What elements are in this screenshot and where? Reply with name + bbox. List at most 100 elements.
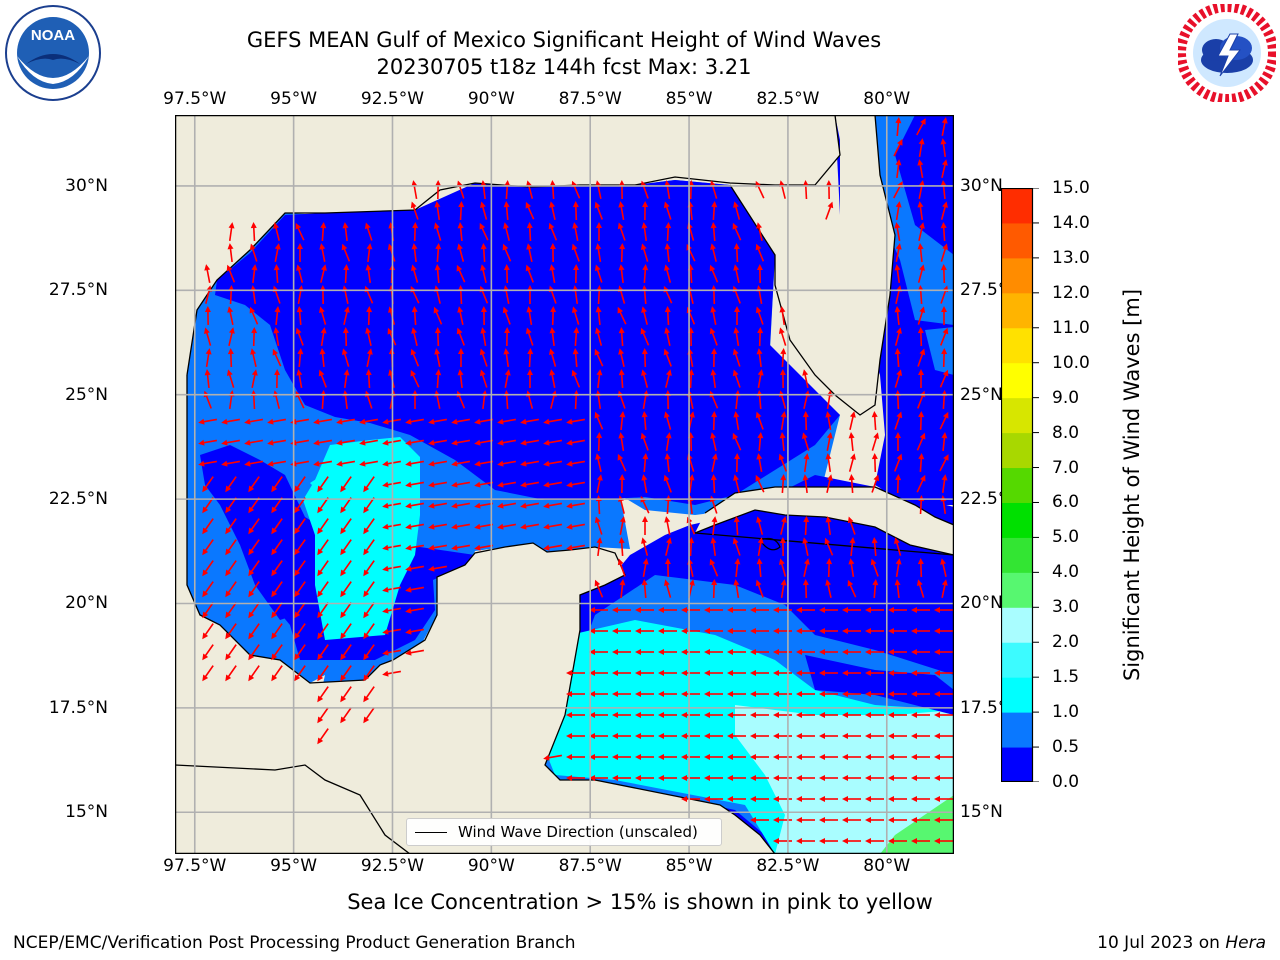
wind-wave-arrow [658, 628, 677, 634]
wind-wave-arrow [319, 348, 326, 368]
wind-wave-arrow [410, 369, 420, 388]
wind-wave-arrow [796, 817, 815, 823]
wind-wave-arrow [596, 474, 603, 493]
wind-wave-arrow [589, 712, 608, 718]
wind-wave-arrow [225, 644, 237, 661]
wind-wave-arrow [435, 369, 442, 389]
wind-wave-arrow [497, 523, 517, 530]
wind-wave-arrow [842, 838, 861, 844]
wind-wave-arrow [941, 306, 947, 325]
wind-wave-arrow [227, 306, 234, 325]
wind-wave-arrow [939, 369, 949, 388]
wind-wave-arrow [320, 264, 327, 283]
wind-wave-arrow [894, 369, 903, 388]
wind-wave-arrow [595, 243, 602, 263]
colorbar-outline [1001, 188, 1034, 782]
wind-wave-arrow [757, 327, 764, 347]
wind-wave-arrow [612, 775, 631, 781]
wind-wave-arrow [366, 306, 373, 326]
wind-wave-arrow [681, 628, 700, 634]
wind-wave-arrow [566, 481, 586, 488]
wind-wave-arrow [681, 649, 700, 655]
wind-wave-arrow [451, 523, 471, 530]
wind-wave-arrow [711, 201, 718, 221]
wind-wave-arrow [641, 537, 649, 556]
wind-wave-arrow [704, 796, 723, 802]
wind-wave-arrow [825, 411, 832, 431]
wind-wave-arrow [612, 733, 631, 739]
wind-wave-arrow [911, 754, 930, 760]
wind-wave-arrow [779, 537, 786, 557]
lon-label-top: 87.5°W [558, 89, 622, 109]
wind-wave-arrow [244, 439, 264, 446]
wind-wave-arrow [363, 707, 375, 724]
wind-wave-arrow [847, 579, 857, 598]
lon-label-top: 97.5°W [163, 89, 227, 109]
wind-wave-arrow [366, 243, 373, 263]
wind-wave-arrow [225, 581, 237, 598]
wind-wave-arrow [363, 665, 375, 682]
wind-wave-arrow [549, 348, 557, 367]
wind-wave-arrow [249, 243, 258, 262]
wind-wave-arrow [526, 243, 533, 262]
wind-wave-arrow [733, 327, 740, 347]
wind-wave-arrow [704, 754, 723, 760]
wind-wave-arrow [773, 775, 792, 781]
wind-wave-arrow [297, 243, 303, 262]
wind-wave-arrow [451, 418, 471, 425]
wind-wave-arrow [734, 306, 740, 325]
wind-wave-arrow [526, 306, 533, 326]
wind-wave-arrow [842, 817, 861, 823]
wind-wave-arrow [941, 117, 948, 136]
colorbar-band [1001, 572, 1033, 608]
wind-wave-arrow [566, 502, 586, 509]
wind-wave-arrow [917, 201, 924, 221]
wind-wave-arrow [773, 817, 792, 823]
colorbar-band [1001, 257, 1033, 294]
wind-wave-arrow [341, 243, 351, 262]
wind-wave-arrow [297, 348, 304, 368]
wind-wave-arrow [773, 838, 792, 844]
wind-wave-arrow [434, 201, 441, 221]
wind-wave-arrow [412, 222, 419, 242]
lon-label-bottom: 92.5°W [360, 856, 425, 876]
wind-wave-arrow [336, 418, 356, 425]
wind-wave-arrow [734, 558, 741, 578]
wind-wave-arrow [641, 474, 648, 494]
lon-label-bottom: 97.5°W [163, 856, 227, 876]
wind-wave-arrow [267, 460, 287, 467]
wind-wave-arrow [244, 460, 264, 467]
wind-wave-arrow [202, 623, 214, 640]
wind-wave-arrow [773, 754, 792, 760]
wind-wave-arrow [612, 607, 631, 613]
wind-wave-arrow [848, 558, 855, 578]
wind-wave-arrow [865, 712, 884, 718]
wind-wave-arrow [779, 558, 787, 577]
wind-wave-arrow [520, 502, 540, 509]
wind-wave-arrow [750, 649, 769, 655]
wind-wave-arrow [594, 516, 603, 535]
yucatan-land [175, 543, 775, 854]
wind-wave-arrow [319, 243, 326, 262]
wind-wave-arrow [732, 222, 742, 241]
wind-wave-arrow [941, 432, 948, 452]
sea-ice-note: Sea Ice Concentration > 15% is shown in … [347, 890, 933, 914]
wind-wave-arrow [342, 222, 349, 242]
wind-wave-arrow [451, 439, 471, 446]
wind-wave-arrow [202, 476, 214, 493]
wind-wave-arrow [663, 201, 672, 220]
wind-wave-arrow [543, 418, 563, 425]
wind-wave-arrow [294, 581, 306, 598]
wind-wave-arrow [779, 306, 786, 326]
lon-label-top: 90°W [467, 89, 515, 109]
wind-wave-arrow [204, 264, 211, 283]
wind-wave-arrow [318, 369, 327, 388]
wind-wave-arrow [456, 327, 465, 346]
wind-wave-arrow [842, 796, 861, 802]
wind-wave-arrow [756, 264, 763, 284]
wind-wave-arrow [934, 838, 953, 844]
wind-wave-arrow [294, 476, 306, 493]
colorbar-band [1001, 607, 1033, 643]
wind-wave-arrow [642, 201, 649, 221]
wind-wave-arrow [363, 602, 375, 619]
